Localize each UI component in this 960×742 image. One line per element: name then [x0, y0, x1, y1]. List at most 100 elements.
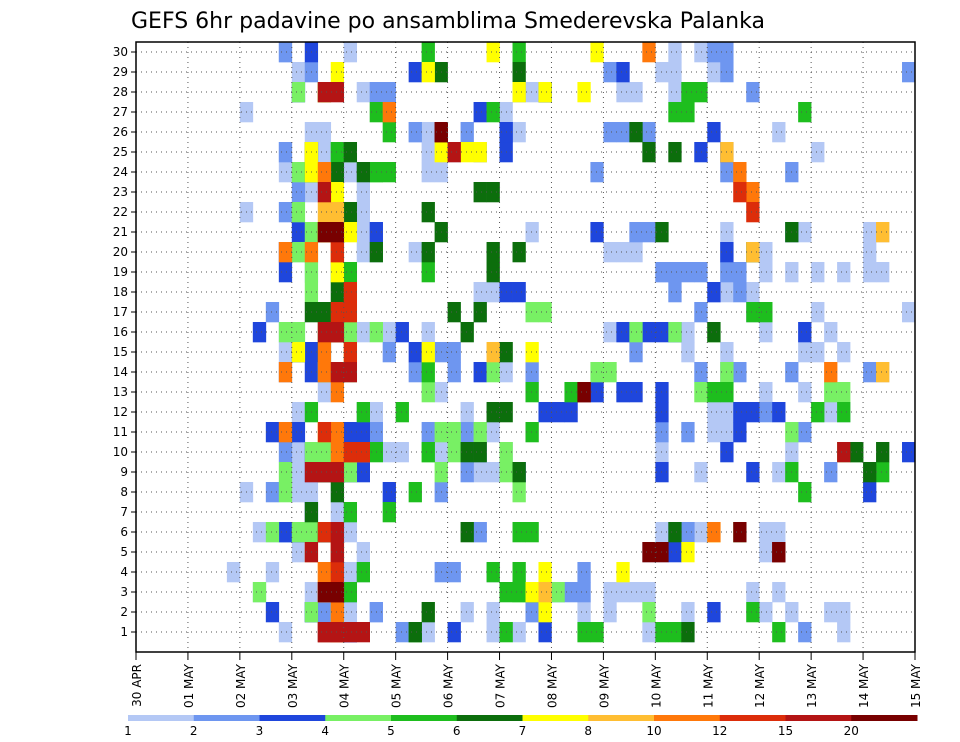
y-tick-label: 5 — [120, 545, 128, 559]
heatmap-cell — [759, 302, 773, 323]
y-tick-label: 22 — [113, 205, 128, 219]
y-tick-label: 10 — [113, 445, 128, 459]
heatmap-cell — [382, 442, 396, 463]
heatmap-cell — [824, 602, 838, 623]
heatmap-cell — [694, 82, 708, 103]
heatmap-cell — [525, 422, 539, 443]
heatmap-cell — [590, 382, 604, 403]
heatmap-cell — [486, 562, 500, 583]
heatmap-cell — [343, 622, 358, 643]
heatmap-cell — [343, 262, 358, 283]
heatmap-cell — [447, 302, 461, 323]
heatmap-cell — [746, 202, 760, 223]
heatmap-cell — [408, 482, 422, 503]
heatmap-cell — [746, 282, 760, 303]
heatmap-cell — [590, 362, 604, 383]
heatmap-cell — [694, 522, 708, 543]
heatmap-cell — [343, 142, 358, 163]
heatmap-cell — [278, 42, 293, 63]
heatmap-cell — [512, 282, 526, 303]
heatmap-cell — [330, 282, 345, 303]
heatmap-cell — [356, 182, 370, 203]
heatmap-cell — [447, 622, 461, 643]
heatmap-cell — [382, 122, 396, 143]
heatmap-cell — [616, 242, 630, 263]
heatmap-cell — [330, 262, 345, 283]
colorbar-swatch — [325, 715, 392, 721]
heatmap-cell — [330, 462, 345, 483]
heatmap-cell — [759, 242, 773, 263]
heatmap-cell — [382, 102, 396, 123]
heatmap-cell — [343, 562, 358, 583]
heatmap-cell — [330, 442, 345, 463]
heatmap-cell — [317, 382, 332, 403]
heatmap-cell — [746, 182, 760, 203]
heatmap-cell — [278, 322, 293, 343]
heatmap-cell — [798, 382, 812, 403]
heatmap-cell — [343, 502, 358, 523]
heatmap-cells — [226, 42, 916, 643]
heatmap-cell — [798, 422, 812, 443]
heatmap-cell — [382, 342, 396, 363]
heatmap-cell — [408, 362, 422, 383]
heatmap-cell — [681, 542, 695, 563]
heatmap-cell — [811, 262, 825, 283]
colorbar-label: 3 — [256, 724, 264, 738]
colorbar-swatch — [456, 715, 523, 721]
heatmap-cell — [642, 322, 656, 343]
grid-lines — [136, 42, 915, 652]
heatmap-cell — [343, 202, 358, 223]
heatmap-cell — [265, 422, 280, 443]
heatmap-cell — [811, 142, 825, 163]
heatmap-cell — [278, 462, 293, 483]
heatmap-cell — [486, 362, 500, 383]
heatmap-cell — [356, 202, 370, 223]
y-tick-label: 26 — [113, 125, 128, 139]
heatmap-cell — [668, 522, 682, 543]
heatmap-cell — [876, 462, 890, 483]
heatmap-cell — [330, 382, 345, 403]
heatmap-cell — [317, 362, 332, 383]
heatmap-cell — [707, 422, 721, 443]
colorbar-swatch — [128, 715, 195, 721]
heatmap-cell — [486, 262, 500, 283]
y-tick-label: 23 — [113, 185, 128, 199]
heatmap-cell — [512, 62, 526, 83]
heatmap-cell — [473, 102, 487, 123]
x-tick-label: 13 MAY — [805, 663, 819, 708]
heatmap-cell — [421, 262, 435, 283]
x-tick-label: 10 MAY — [649, 663, 663, 708]
heatmap-cell — [538, 402, 552, 423]
heatmap-cell — [590, 162, 604, 183]
heatmap-cell — [746, 582, 760, 603]
y-tick-label: 20 — [113, 245, 128, 259]
y-tick-label: 11 — [113, 425, 128, 439]
x-tick-label: 07 MAY — [494, 663, 508, 708]
heatmap-cell — [330, 322, 345, 343]
heatmap-cell — [460, 462, 474, 483]
heatmap-cell — [603, 602, 617, 623]
heatmap-cell — [447, 422, 461, 443]
heatmap-cell — [746, 602, 760, 623]
heatmap-cell — [356, 622, 370, 643]
heatmap-cell — [538, 302, 552, 323]
heatmap-cell — [577, 382, 591, 403]
heatmap-cell — [317, 342, 332, 363]
heatmap-cell — [642, 602, 656, 623]
colorbar-label: 4 — [321, 724, 329, 738]
colorbar-label: 7 — [519, 724, 527, 738]
heatmap-cell — [421, 362, 435, 383]
y-tick-label: 16 — [113, 325, 128, 339]
colorbar-label: 5 — [387, 724, 395, 738]
heatmap-cell — [668, 102, 682, 123]
heatmap-cell — [694, 382, 708, 403]
heatmap-cell — [603, 242, 617, 263]
x-tick-label: 08 MAY — [545, 663, 559, 708]
heatmap-cell — [590, 42, 604, 63]
heatmap-cell — [486, 342, 500, 363]
heatmap-cell — [694, 302, 708, 323]
heatmap-cell — [291, 342, 306, 363]
heatmap-cell — [473, 182, 487, 203]
heatmap-cell — [421, 162, 435, 183]
heatmap-cell — [616, 562, 630, 583]
